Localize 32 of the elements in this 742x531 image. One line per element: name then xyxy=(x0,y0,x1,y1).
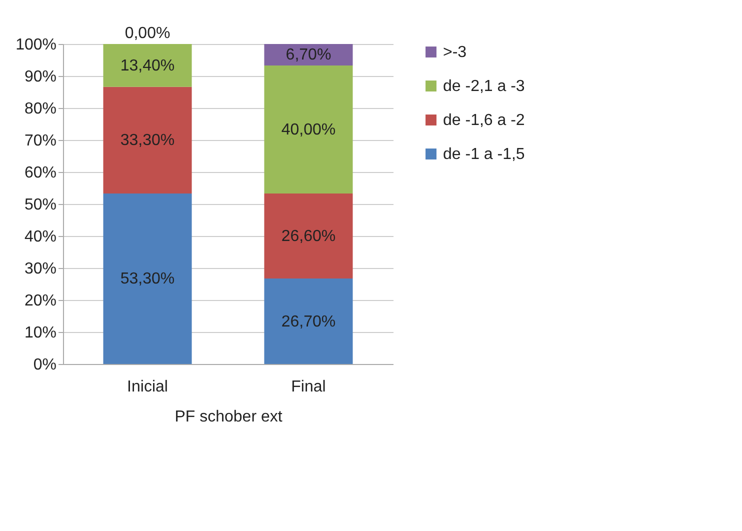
y-tick-label: 50% xyxy=(24,196,56,214)
y-tick-label: 20% xyxy=(24,292,56,310)
y-tick-label: 0% xyxy=(33,356,56,374)
bar xyxy=(103,193,192,364)
bar xyxy=(103,86,192,194)
x-axis-title: PF schober ext xyxy=(174,408,283,426)
y-tick-label: 80% xyxy=(24,100,56,118)
data-label: 0,00% xyxy=(124,25,170,42)
y-tick-label: 40% xyxy=(24,228,56,246)
bar xyxy=(264,278,353,364)
bar xyxy=(264,65,353,194)
y-tick-label: 30% xyxy=(24,260,56,278)
y-tick-label: 60% xyxy=(24,164,56,182)
data-label: 53,30% xyxy=(120,270,175,288)
x-tick-label: Final xyxy=(291,378,326,396)
y-tick-label: 70% xyxy=(24,132,56,150)
legend-label: de -1 a -1,5 xyxy=(443,146,525,163)
data-label: 40,00% xyxy=(281,121,336,138)
x-tick-label: Inicial xyxy=(127,378,168,396)
y-tick-label: 10% xyxy=(24,324,56,342)
data-label: 13,40% xyxy=(120,57,175,74)
data-label: 6,70% xyxy=(286,46,332,64)
legend-label: >-3 xyxy=(443,44,467,61)
bar xyxy=(264,193,353,279)
data-label: 26,70% xyxy=(281,313,336,330)
data-label: 26,60% xyxy=(281,228,336,245)
y-tick-label: 100% xyxy=(16,36,56,54)
bar xyxy=(103,44,192,87)
y-tick-label: 90% xyxy=(24,68,56,86)
data-label: 33,30% xyxy=(120,132,175,150)
legend-label: de -2,1 a -3 xyxy=(443,78,525,95)
legend-label: de -1,6 a -2 xyxy=(443,112,525,129)
